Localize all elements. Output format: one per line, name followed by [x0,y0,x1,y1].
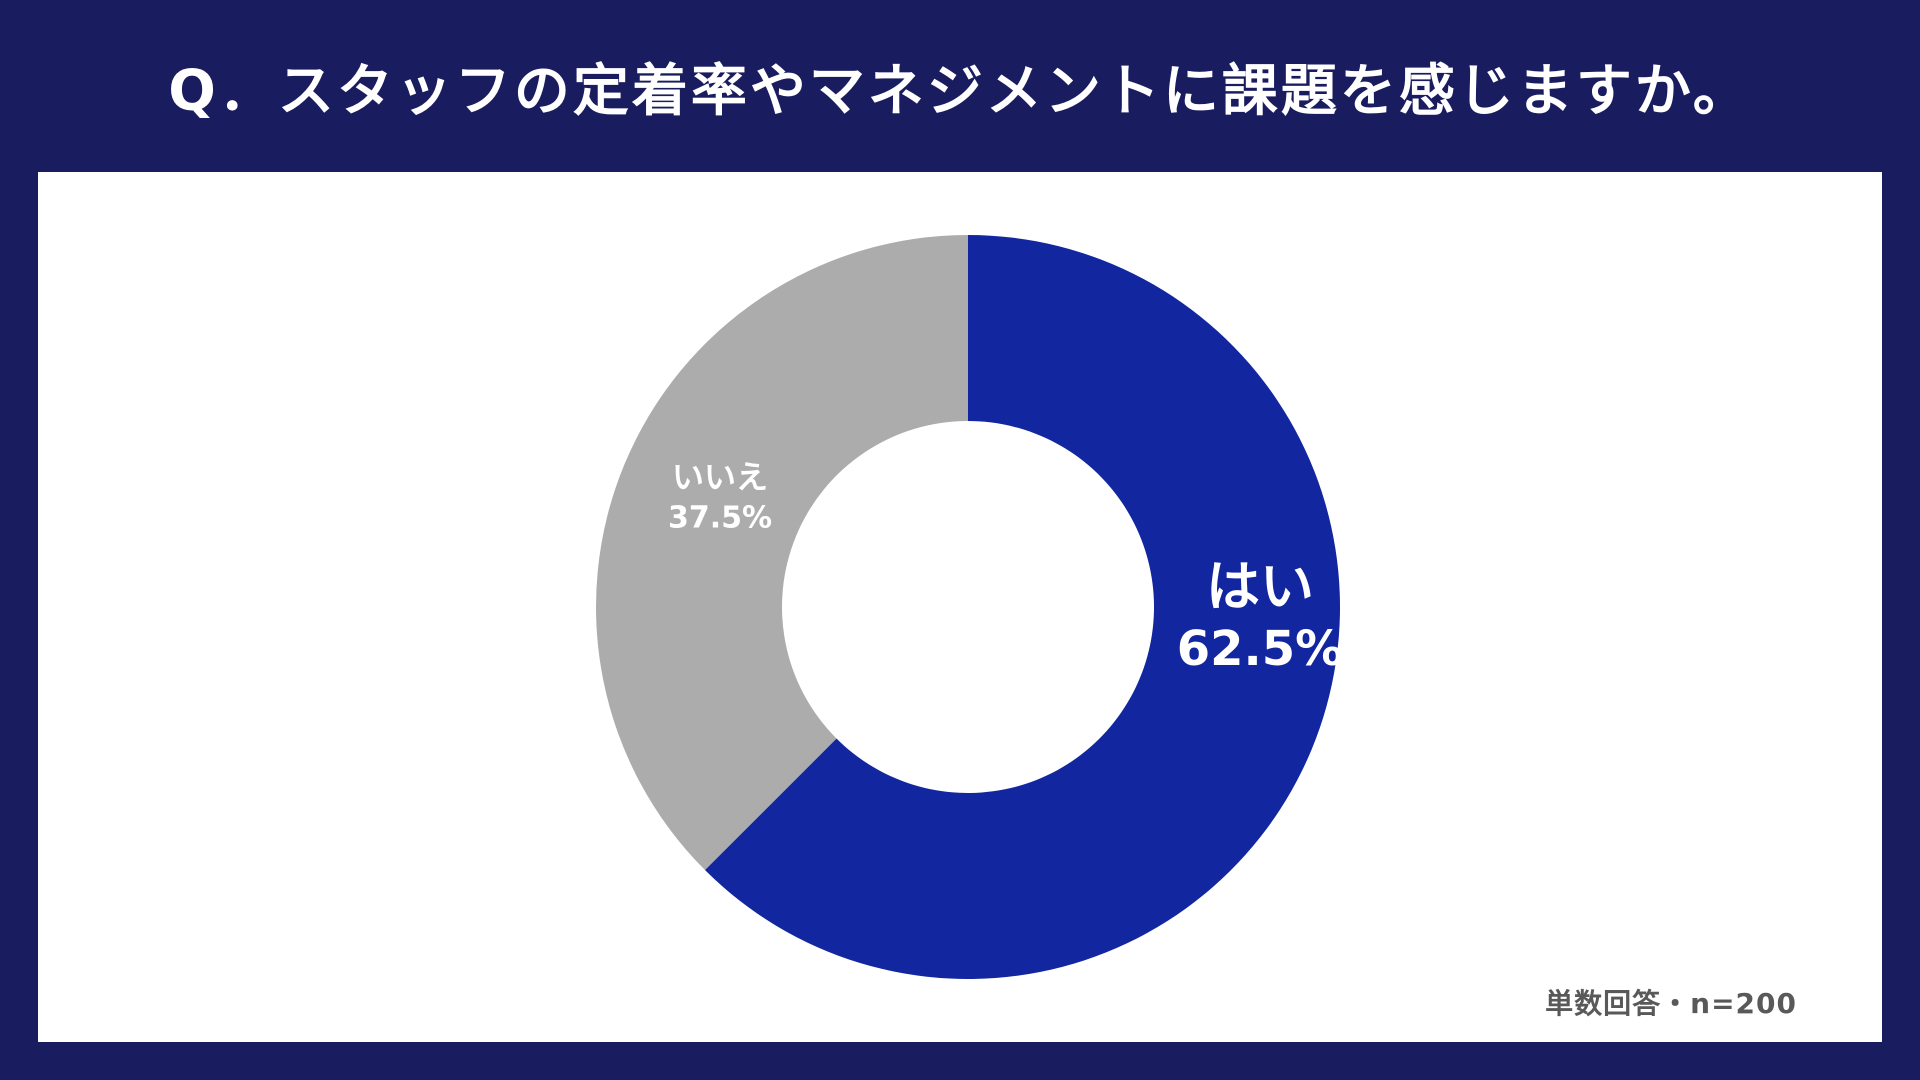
slice-label-no: いいえ [672,458,768,496]
slice-value-yes: 62.5% [1177,621,1344,677]
chart-title: Q．スタッフの定着率やマネジメントに課題を感じますか。 [168,59,1752,124]
donut-slice-no [596,234,968,871]
donut-slices [596,234,1340,979]
slice-label-yes: はい [1206,555,1314,618]
donut-slice-yes [704,235,1340,979]
chart-panel: はい 62.5% いいえ 37.5% 単数回答・n=200 [38,172,1882,1042]
sample-note: 単数回答・n=200 [1545,987,1797,1020]
slice-value-no: 37.5% [668,501,772,536]
